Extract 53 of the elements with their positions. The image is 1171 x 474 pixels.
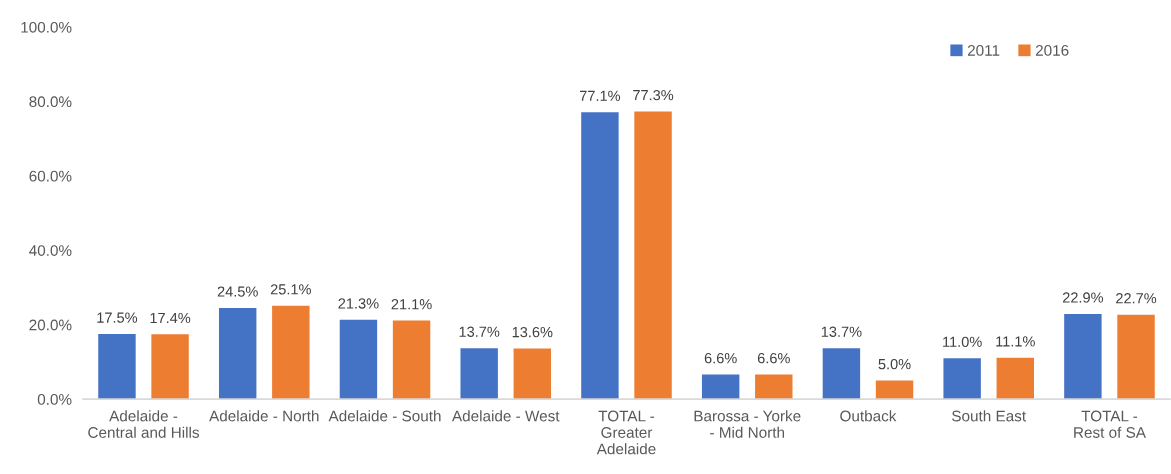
data-label: 22.9% xyxy=(1062,292,1104,303)
bar xyxy=(755,374,793,400)
bar xyxy=(1064,313,1102,400)
data-label: 5.0% xyxy=(878,358,911,370)
data-label: 17.5% xyxy=(97,312,138,323)
data-label: 21.3% xyxy=(338,298,379,309)
data-label: 22.7% xyxy=(1116,293,1157,304)
x-tick-label: Adelaide - North xyxy=(209,410,319,422)
bar xyxy=(218,307,257,400)
y-tick-label: 0.0% xyxy=(37,393,72,405)
x-tick-label: Barossa - Yorke - Mid North xyxy=(694,410,801,438)
data-label: 77.3% xyxy=(633,89,674,101)
y-tick-label: 60.0% xyxy=(29,170,72,182)
data-label: 6.6% xyxy=(704,353,737,364)
bar xyxy=(1117,314,1155,400)
bar xyxy=(513,348,552,400)
data-label: 17.4% xyxy=(150,312,191,324)
data-label: 6.6% xyxy=(757,353,790,364)
legend-label: 2016 xyxy=(1035,44,1069,56)
y-tick-label: 20.0% xyxy=(29,319,72,331)
x-tick-label: Adelaide - Central and Hills xyxy=(88,410,200,438)
x-tick-label: TOTAL - Rest of SA xyxy=(1074,410,1146,438)
y-tick-label: 40.0% xyxy=(29,245,72,256)
bar xyxy=(822,348,861,400)
x-tick-label: Outback xyxy=(840,410,897,422)
x-tick-label: Adelaide - West xyxy=(451,410,560,422)
y-tick-label: 80.0% xyxy=(29,96,72,108)
data-label: 13.7% xyxy=(459,326,500,337)
data-label: 24.5% xyxy=(217,286,258,297)
bar xyxy=(996,357,1034,400)
bar xyxy=(272,305,310,400)
bar xyxy=(392,320,431,400)
bar xyxy=(701,374,740,400)
x-tick-label: South East xyxy=(952,410,1026,422)
x-tick-label: TOTAL - Greater Adelaide xyxy=(596,410,656,455)
bar xyxy=(460,348,498,400)
bar xyxy=(339,319,378,400)
data-label: 11.0% xyxy=(943,336,982,347)
bar xyxy=(581,112,619,400)
data-label: 21.1% xyxy=(391,299,432,310)
y-tick-label: 100.0% xyxy=(21,21,72,33)
bar xyxy=(875,380,914,400)
bar xyxy=(634,111,672,400)
data-label: 13.7% xyxy=(821,326,862,337)
data-label: 11.1% xyxy=(996,336,1035,347)
bar xyxy=(943,358,981,400)
legend-label: 2011 xyxy=(967,44,1000,56)
data-label: 25.1% xyxy=(270,284,311,295)
bar xyxy=(151,334,189,400)
x-tick-label: Adelaide - South xyxy=(328,410,441,422)
data-label: 13.6% xyxy=(512,326,553,338)
data-label: 77.1% xyxy=(579,90,621,101)
bar xyxy=(98,333,136,400)
